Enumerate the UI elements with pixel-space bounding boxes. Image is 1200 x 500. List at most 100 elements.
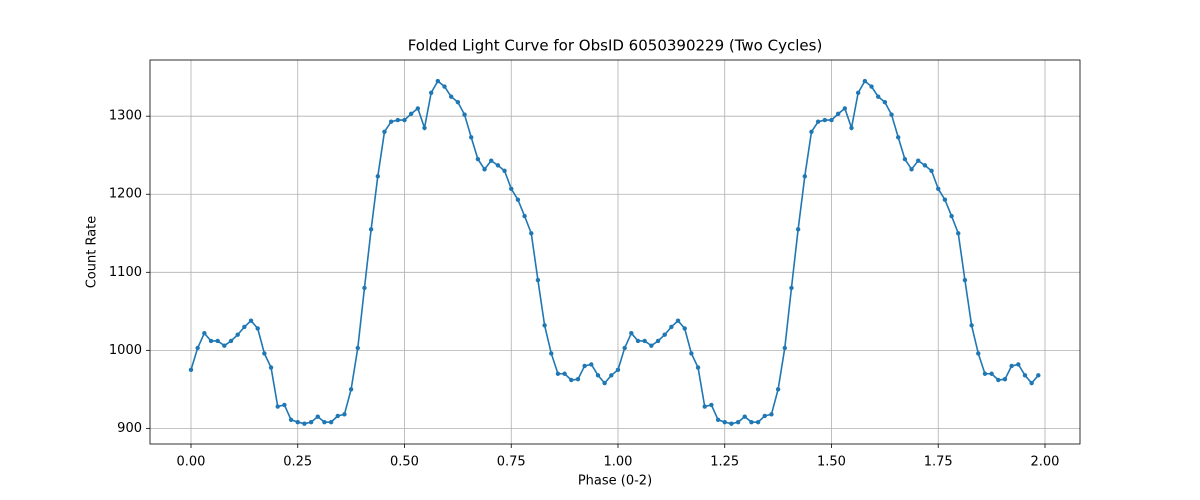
data-point bbox=[862, 78, 868, 84]
data-point bbox=[1016, 362, 1021, 367]
data-point bbox=[715, 417, 721, 423]
data-point bbox=[669, 324, 674, 330]
data-point bbox=[795, 227, 801, 232]
data-point bbox=[635, 338, 641, 344]
data-point bbox=[535, 277, 541, 283]
data-point bbox=[609, 373, 614, 378]
data-point bbox=[976, 351, 981, 356]
data-point bbox=[555, 371, 561, 376]
data-point bbox=[902, 156, 908, 162]
data-point bbox=[342, 412, 347, 417]
data-point bbox=[368, 227, 374, 232]
data-point bbox=[809, 129, 814, 135]
data-point bbox=[589, 362, 594, 367]
data-point bbox=[989, 371, 994, 376]
data-point bbox=[529, 231, 534, 236]
data-point bbox=[789, 285, 794, 291]
x-tick-label: 1.50 bbox=[817, 455, 846, 470]
data-point bbox=[235, 332, 240, 337]
data-point bbox=[382, 129, 387, 135]
data-point bbox=[188, 367, 194, 373]
data-point bbox=[875, 94, 881, 99]
chart-title: Folded Light Curve for ObsID 6050390229 … bbox=[408, 37, 823, 55]
y-tick-label: 1000 bbox=[109, 343, 142, 358]
data-point bbox=[802, 174, 808, 179]
data-point bbox=[749, 419, 754, 425]
data-point bbox=[562, 371, 567, 376]
y-tick-label: 900 bbox=[117, 421, 142, 436]
data-point bbox=[775, 387, 781, 392]
data-point bbox=[549, 351, 554, 356]
data-point bbox=[395, 117, 401, 123]
data-point bbox=[1009, 363, 1014, 369]
data-point bbox=[962, 277, 968, 283]
data-point bbox=[295, 419, 300, 425]
data-point bbox=[822, 117, 828, 123]
data-point bbox=[996, 377, 1001, 383]
data-point bbox=[422, 125, 427, 131]
data-point bbox=[402, 117, 407, 123]
data-point bbox=[849, 125, 854, 131]
data-point bbox=[509, 186, 514, 191]
x-axis-label: Phase (0-2) bbox=[578, 474, 652, 489]
data-point bbox=[762, 413, 767, 419]
data-point bbox=[222, 343, 227, 348]
series-line bbox=[190, 79, 1039, 425]
data-point bbox=[842, 106, 848, 111]
data-point bbox=[682, 326, 687, 331]
data-point bbox=[355, 345, 360, 351]
axes-frame bbox=[149, 59, 1081, 445]
data-point bbox=[502, 168, 507, 174]
data-point bbox=[896, 135, 901, 140]
data-point bbox=[408, 111, 414, 117]
data-point bbox=[482, 167, 487, 172]
data-point bbox=[662, 332, 667, 337]
data-point bbox=[602, 380, 607, 386]
data-point bbox=[922, 163, 928, 168]
data-point bbox=[362, 285, 367, 291]
data-point bbox=[742, 414, 747, 419]
y-tick-label: 1200 bbox=[109, 187, 142, 202]
data-point bbox=[829, 117, 834, 123]
data-point bbox=[969, 323, 974, 328]
x-tick-label: 1.00 bbox=[604, 455, 633, 470]
data-point bbox=[288, 417, 294, 423]
data-point bbox=[882, 99, 888, 105]
data-point bbox=[709, 402, 714, 408]
data-point bbox=[782, 345, 787, 351]
data-point bbox=[469, 135, 474, 140]
y-tick-label: 1300 bbox=[109, 109, 142, 124]
data-point bbox=[262, 351, 267, 356]
data-point bbox=[835, 111, 841, 117]
data-point bbox=[322, 419, 327, 425]
data-point bbox=[595, 373, 601, 378]
data-point bbox=[455, 99, 461, 105]
x-tick-label: 1.25 bbox=[710, 455, 739, 470]
data-point bbox=[462, 112, 467, 117]
data-point bbox=[582, 363, 587, 369]
data-point bbox=[315, 414, 320, 419]
data-point bbox=[815, 119, 821, 124]
data-point bbox=[248, 318, 254, 323]
data-point bbox=[242, 324, 247, 330]
data-point bbox=[1029, 380, 1034, 386]
data-point bbox=[275, 404, 280, 409]
data-point bbox=[435, 78, 441, 84]
x-tick-label: 0.25 bbox=[283, 455, 312, 470]
data-point bbox=[522, 213, 527, 219]
data-point bbox=[495, 163, 501, 168]
data-point bbox=[202, 330, 207, 336]
data-point bbox=[702, 404, 707, 409]
data-point bbox=[1022, 373, 1028, 378]
data-point bbox=[622, 345, 627, 351]
data-point bbox=[929, 168, 934, 174]
data-point bbox=[855, 90, 861, 95]
grid bbox=[150, 60, 1080, 444]
data-point bbox=[428, 90, 434, 95]
data-point bbox=[649, 343, 654, 348]
data-point bbox=[889, 112, 894, 117]
data-point bbox=[195, 345, 200, 351]
data-point bbox=[442, 84, 447, 89]
data-point bbox=[475, 156, 481, 162]
